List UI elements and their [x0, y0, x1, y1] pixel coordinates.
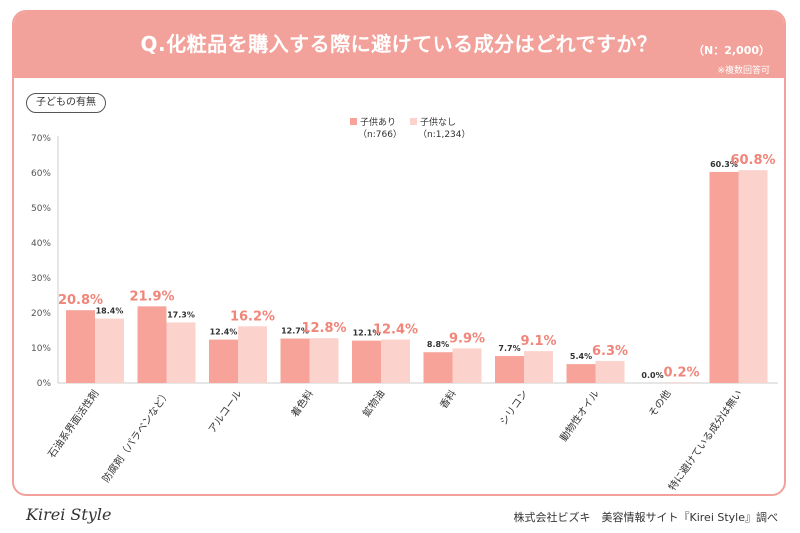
data-label: 12.8% [301, 321, 346, 336]
data-label: 60.8% [730, 153, 775, 168]
data-label: 12.4% [210, 328, 238, 337]
data-label: 17.3% [167, 310, 195, 319]
data-label: 16.2% [230, 309, 275, 324]
bar-with-children [209, 339, 238, 383]
bar-with-children [709, 171, 739, 383]
legend-sample-size: （n:1,234） [418, 130, 471, 140]
multiple-answer-note: ※複数回答可 [717, 66, 770, 76]
question-title: Q.化粧品を購入する際に避けている成分はどれですか？ [140, 32, 658, 56]
category-label: 防腐剤（パラベンなど） [99, 387, 173, 485]
legend-sample-size: （n:766） [358, 130, 402, 140]
bar-with-children [566, 364, 596, 383]
data-label: 9.1% [520, 334, 556, 349]
data-label: 5.4% [570, 352, 592, 361]
sample-size: （N：2,000） [693, 44, 770, 57]
bar-without-children [238, 326, 267, 383]
bar-with-children [352, 340, 381, 383]
data-label: 12.7% [281, 327, 309, 336]
category-label: 鉱物油 [360, 387, 388, 419]
survey-card: Q.化粧品を購入する際に避けている成分はどれですか？ （N：2,000） ※複数… [12, 10, 786, 496]
bar-with-children [495, 356, 524, 383]
bar-with-children [280, 338, 310, 383]
category-label: 香料 [437, 387, 459, 411]
data-label: 0.2% [663, 365, 699, 380]
data-label: 0.0% [641, 371, 663, 380]
data-label: 60.3% [710, 160, 738, 169]
legend-label: 子供なし [420, 118, 457, 128]
bar-without-children [166, 322, 196, 383]
y-tick-label: 60% [31, 169, 51, 179]
data-label: 12.1% [353, 329, 381, 338]
y-tick-label: 70% [31, 134, 51, 144]
data-label: 12.4% [373, 323, 418, 338]
bar-without-children [95, 318, 124, 383]
data-label: 21.9% [129, 289, 174, 304]
category-label: 動物性オイル [557, 387, 602, 444]
category-label: 着色料 [288, 387, 316, 419]
source-credit: 株式会社ビズキ 美容情報サイト『Kirei Style』調べ [513, 511, 779, 524]
data-label: 9.9% [449, 331, 485, 346]
category-label: シリコン [499, 388, 531, 427]
bar-without-children [381, 339, 410, 383]
brand-logo: Kirei Style [26, 505, 112, 524]
category-label: 特に避けている成分は無い [665, 387, 744, 493]
y-tick-label: 50% [31, 204, 51, 214]
y-tick-label: 40% [31, 239, 51, 249]
legend-swatch [410, 118, 417, 125]
bar-with-children [66, 310, 95, 383]
data-label: 18.4% [96, 307, 124, 316]
y-tick-label: 10% [31, 344, 51, 354]
bar-without-children [452, 348, 482, 383]
segment-filter-pill: 子どもの有無 [26, 93, 106, 113]
category-label: その他 [646, 387, 674, 419]
bar-with-children [423, 352, 453, 383]
y-tick-label: 0% [37, 379, 52, 389]
data-label: 6.3% [592, 344, 628, 359]
bar-without-children [595, 360, 625, 383]
title-banner: Q.化粧品を購入する際に避けている成分はどれですか？ （N：2,000） ※複数… [14, 12, 784, 78]
bar-without-children [667, 382, 696, 383]
category-label: 石油系界面活性剤 [45, 387, 102, 460]
bar-without-children [738, 170, 768, 383]
y-tick-label: 20% [31, 309, 51, 319]
bar-without-children [524, 351, 553, 383]
category-label: アルコール [207, 388, 245, 435]
legend-label: 子供あり [360, 118, 397, 128]
bar-with-children [137, 306, 167, 383]
data-label: 7.7% [498, 344, 520, 353]
data-label: 8.8% [427, 340, 449, 349]
y-tick-label: 30% [31, 274, 51, 284]
legend-swatch [350, 118, 357, 125]
data-label: 20.8% [58, 293, 103, 308]
bar-without-children [309, 338, 339, 383]
